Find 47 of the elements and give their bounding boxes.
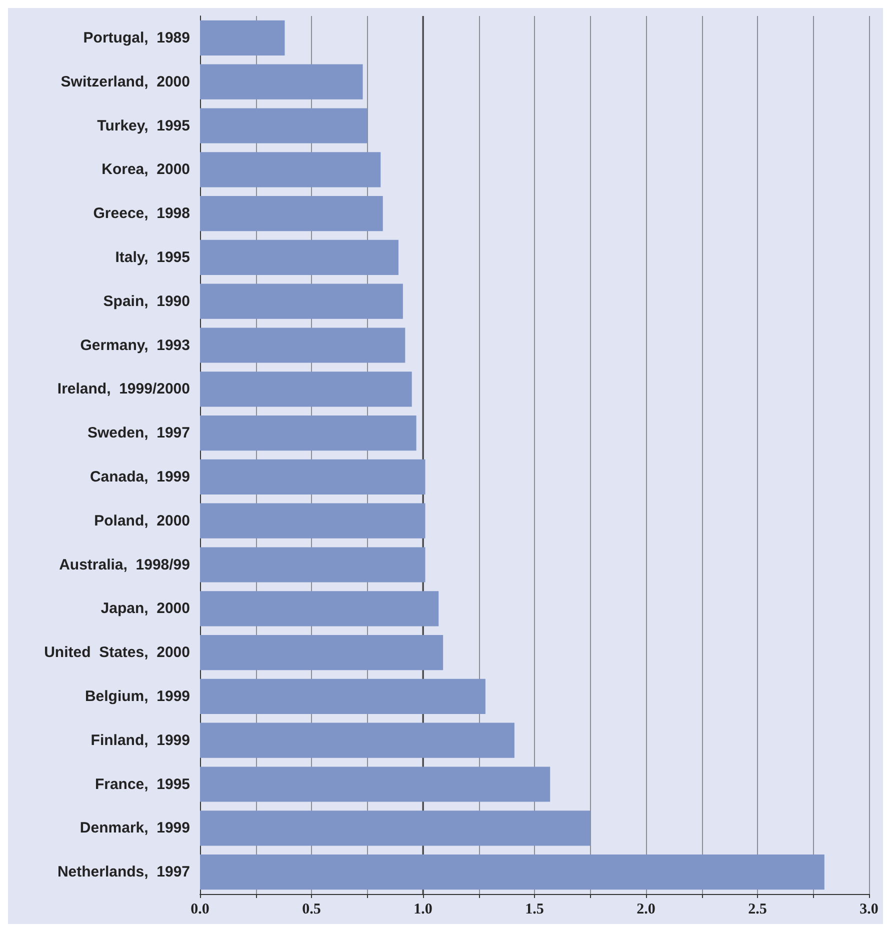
bar — [200, 415, 416, 451]
y-tick-label: Sweden, 1997 — [87, 424, 190, 442]
bar — [200, 284, 403, 319]
x-tick-label: 0.5 — [302, 902, 321, 918]
bar — [200, 240, 398, 276]
y-tick-label: France, 1995 — [94, 776, 190, 793]
bar — [200, 459, 426, 495]
bar — [200, 547, 426, 582]
bar — [200, 196, 383, 232]
y-tick-label: Ireland, 1999/2000 — [57, 380, 190, 398]
y-tick-label: Belgium, 1999 — [84, 688, 190, 705]
x-tick-label: 0.0 — [190, 902, 210, 918]
y-tick-label: Greece, 1998 — [93, 205, 190, 222]
bar — [200, 503, 426, 538]
x-tick-label: 3.0 — [860, 902, 878, 918]
bar — [200, 328, 406, 363]
y-tick-label: Netherlands, 1997 — [57, 864, 190, 881]
bar — [200, 372, 412, 407]
bar — [200, 64, 363, 100]
bar — [200, 634, 444, 670]
y-tick-label: Canada, 1999 — [90, 468, 190, 486]
y-tick-label: Portugal, 1989 — [83, 29, 190, 46]
bar — [200, 678, 486, 714]
y-tick-label: Switzerland, 2000 — [60, 73, 190, 90]
x-tick-label: 2.0 — [636, 902, 656, 918]
bar — [200, 152, 381, 188]
x-tick-label: 1.5 — [525, 902, 544, 918]
y-tick-label: Italy, 1995 — [115, 248, 190, 266]
y-tick-label: Japan, 2000 — [100, 600, 190, 618]
y-tick-label: Poland, 2000 — [94, 512, 190, 530]
x-tick-label: 2.5 — [748, 902, 767, 918]
y-tick-label: Denmark, 1999 — [80, 820, 190, 837]
bar — [200, 722, 514, 758]
y-tick-label: Germany, 1993 — [80, 336, 190, 354]
y-tick-label: Finland, 1999 — [90, 732, 190, 749]
y-tick-label: Turkey, 1995 — [97, 117, 190, 134]
y-tick-label: Australia, 1998/99 — [59, 556, 190, 574]
bar — [200, 108, 368, 144]
y-tick-label: Spain, 1990 — [103, 292, 190, 310]
bar — [200, 854, 824, 890]
y-tick-label: United States, 2000 — [44, 644, 190, 662]
y-tick-label: Korea, 2000 — [102, 161, 190, 178]
bar — [200, 20, 285, 56]
bar — [200, 766, 550, 802]
x-tick-label: 1.0 — [414, 902, 432, 918]
bar — [200, 591, 439, 626]
bar — [200, 810, 590, 846]
